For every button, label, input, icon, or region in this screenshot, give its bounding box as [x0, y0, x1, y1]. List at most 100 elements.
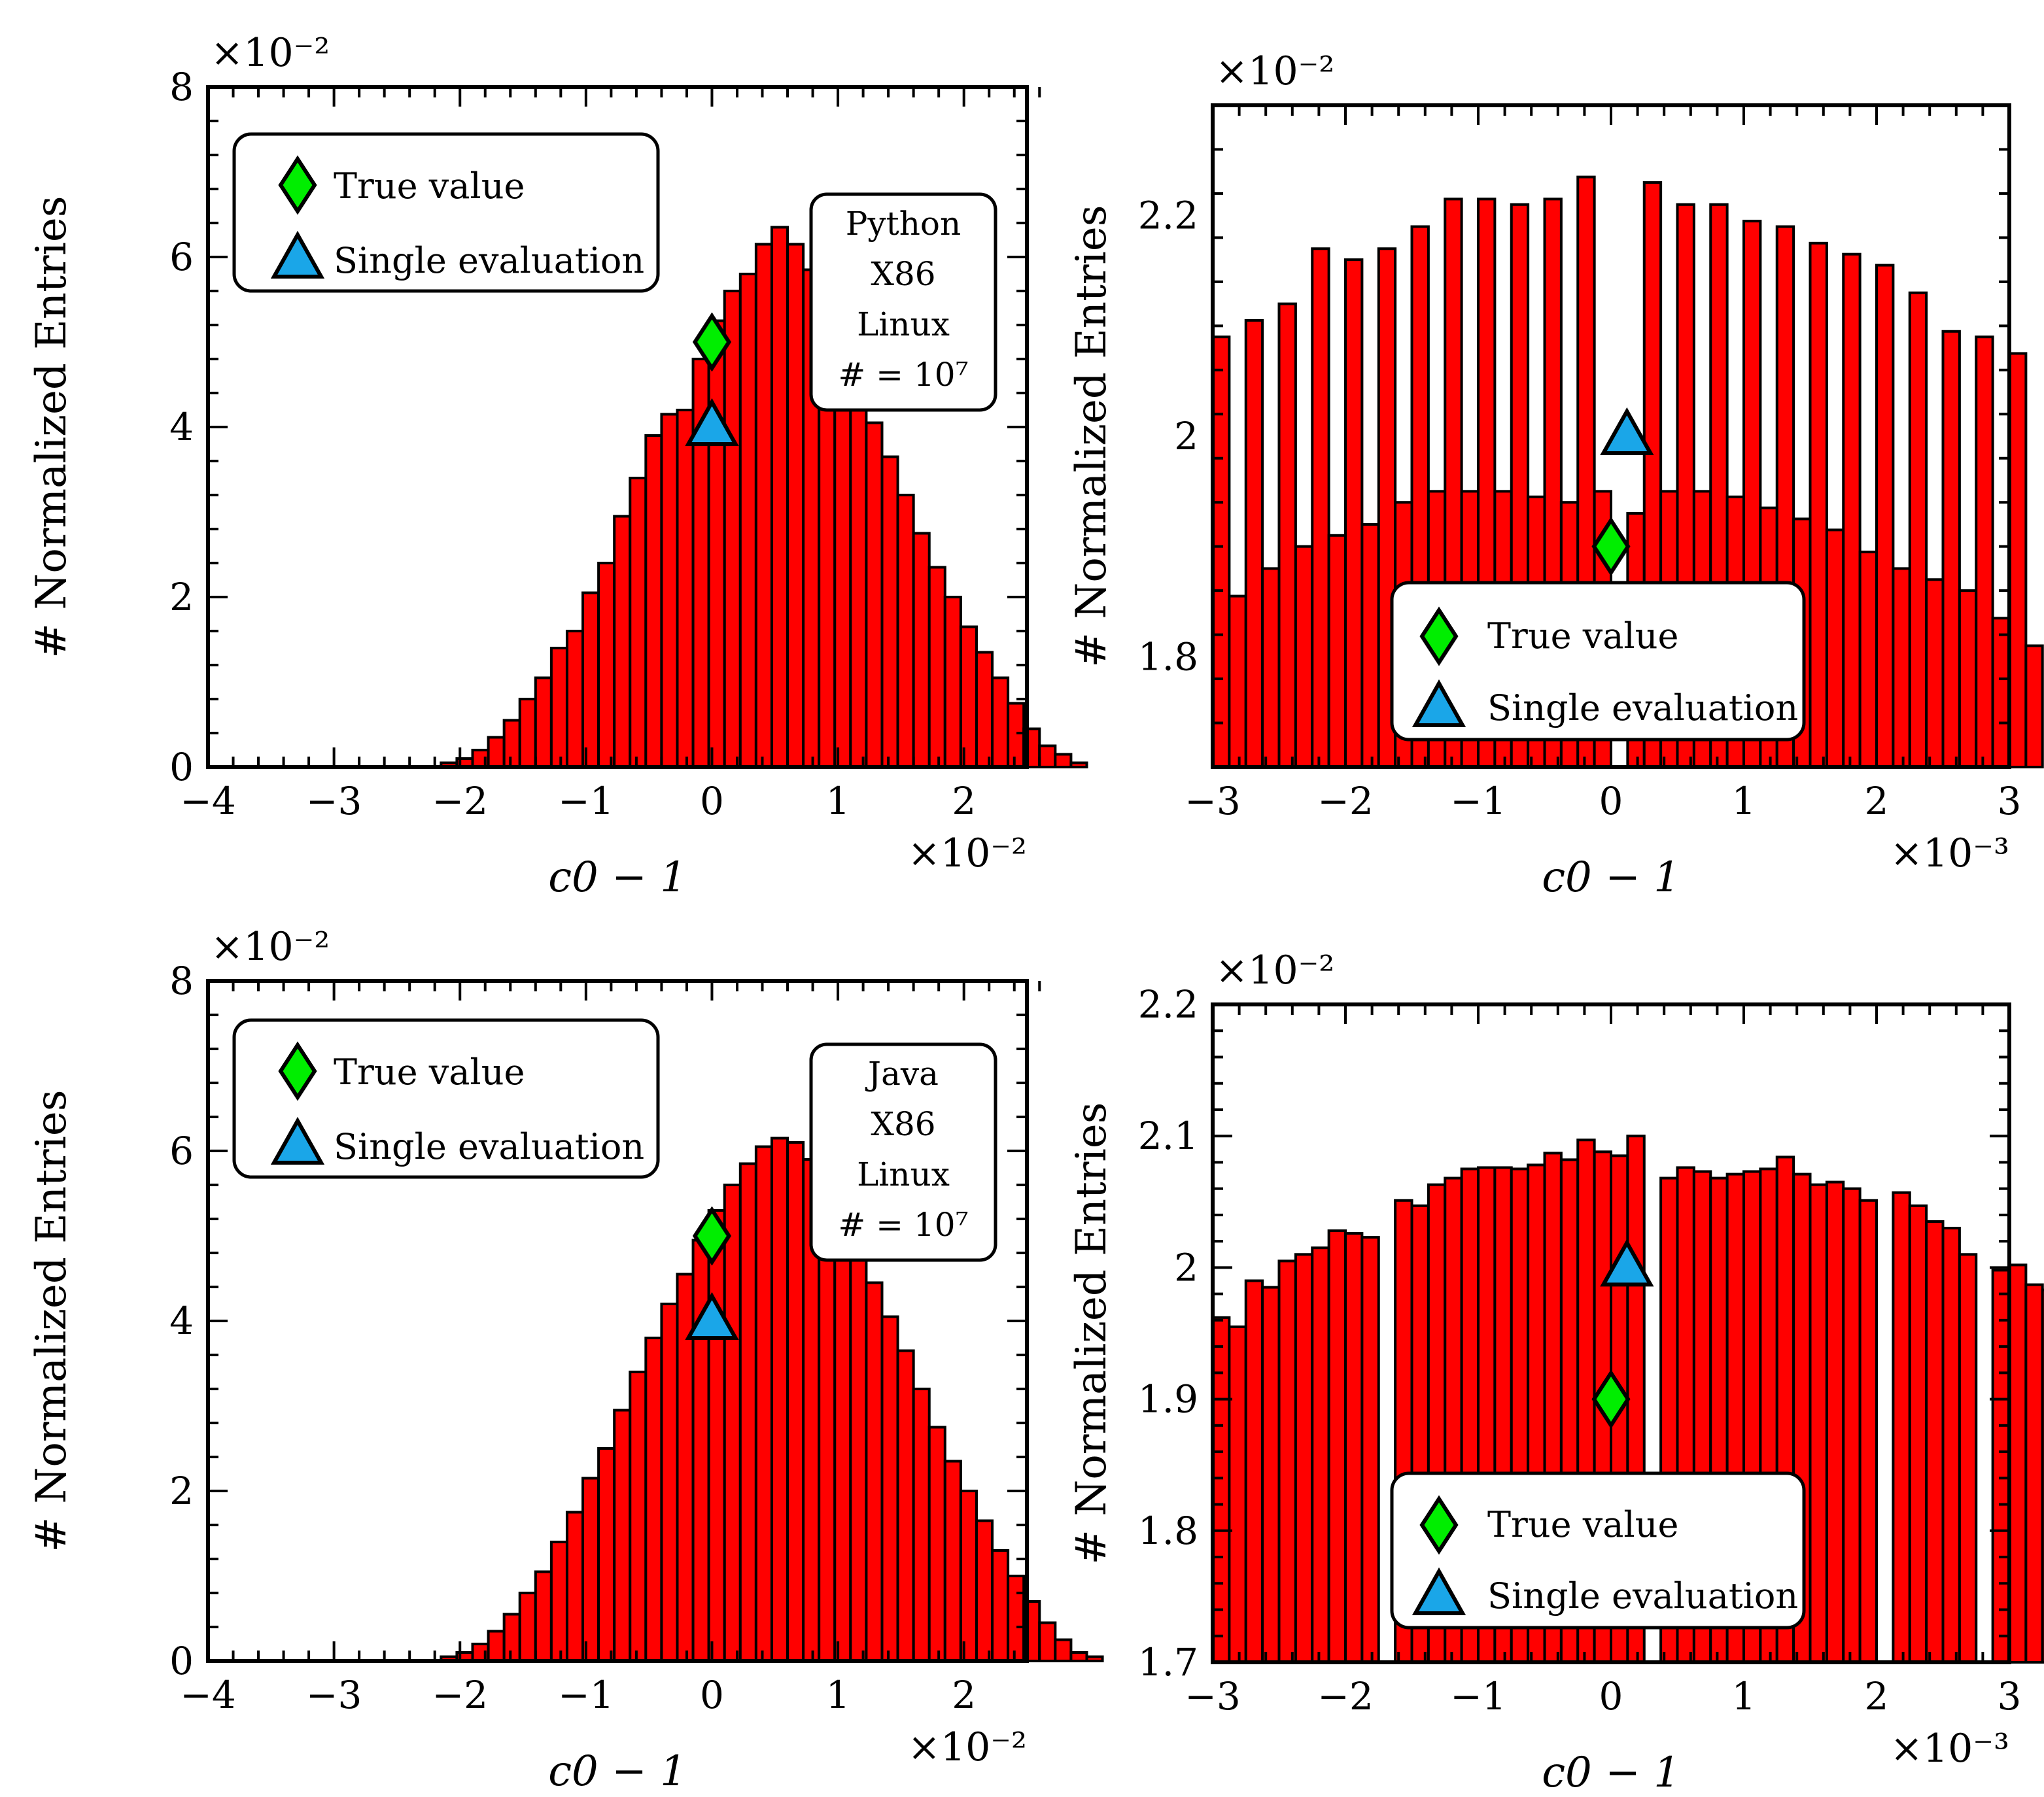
x-tick-label: 1 — [826, 1673, 850, 1717]
histogram-bar — [487, 736, 506, 768]
histogram-bar — [943, 1460, 962, 1662]
histogram-bar — [565, 1511, 585, 1662]
y-multiplier: ×10⁻² — [211, 30, 330, 76]
histogram-bar — [865, 1281, 884, 1662]
y-axis-label: # Normalized Entries — [27, 1089, 76, 1552]
legend-entry: True value — [334, 1052, 525, 1093]
histogram-bar — [1344, 258, 1364, 768]
y-tick-label: 1.7 — [1138, 1640, 1198, 1685]
histogram-bar — [2008, 1263, 2028, 1664]
x-tick-label: −2 — [432, 1673, 488, 1717]
legend-entry: True value — [1487, 615, 1678, 657]
histogram-bar — [1892, 567, 1911, 769]
histogram-bar — [1842, 1187, 1862, 1664]
histogram-bar — [1054, 1638, 1073, 1662]
x-axis-label: c0 − 1 — [548, 1747, 687, 1796]
histogram-bar — [1007, 702, 1026, 768]
legend-single-evaluation-icon — [270, 230, 325, 279]
histogram-bar — [723, 290, 742, 768]
legend-true-value-icon — [278, 1041, 317, 1101]
histogram-bar — [1277, 302, 1297, 769]
info-line: Java — [865, 1055, 939, 1093]
y-tick-label: 8 — [169, 959, 194, 1003]
info-line: X86 — [871, 1105, 935, 1143]
legend-box — [1390, 581, 1806, 742]
x-tick-label: 1 — [826, 779, 850, 823]
x-tick-label: −4 — [180, 779, 236, 823]
histogram-bar — [534, 1570, 553, 1662]
histogram-bar — [865, 421, 884, 768]
histogram-bar — [2041, 1288, 2044, 1664]
true-value-marker — [1591, 1369, 1631, 1429]
info-line: Python — [846, 205, 961, 243]
histogram-bar — [613, 1409, 632, 1662]
histogram-bar — [1925, 578, 1945, 769]
bars — [440, 226, 1088, 768]
y-tick-label: 1.8 — [1138, 1509, 1198, 1553]
histogram-bar — [1344, 1232, 1364, 1664]
x-tick-label: 2 — [1865, 1674, 1889, 1719]
legend-true-value-icon — [278, 155, 317, 215]
y-tick-label: 1.9 — [1138, 1377, 1198, 1422]
x-tick-label: 3 — [1998, 779, 2022, 823]
histogram-bar — [707, 319, 726, 768]
histogram-bar — [1244, 318, 1264, 768]
histogram-bar — [1007, 1575, 1026, 1662]
x-axis-label: c0 − 1 — [548, 853, 687, 902]
histogram-bar — [1360, 522, 1380, 768]
x-tick-label: −2 — [1317, 779, 1374, 823]
histogram-bar — [1908, 291, 1928, 769]
histogram-bar — [487, 1630, 506, 1662]
histogram-bar — [1892, 1191, 1911, 1664]
histogram-bar — [1360, 1236, 1380, 1664]
panel-python-zoom: −3 −2 −1 0 1 2 3 1.8 2 2.2 ×10⁻² ×10⁻³ c0 − 1 # Norma… — [1067, 48, 2044, 902]
histogram-bar — [959, 625, 978, 768]
x-tick-label: 3 — [1998, 1674, 2022, 1719]
histogram-bar — [660, 1303, 679, 1662]
true-value-marker — [1591, 517, 1631, 577]
histogram-bar — [518, 1592, 537, 1662]
legend-box — [1390, 1471, 1806, 1630]
y-tick-label: 6 — [169, 235, 194, 279]
x-axis-label: c0 − 1 — [1542, 1749, 1680, 1797]
histogram-bar — [1069, 761, 1088, 768]
histogram-bar — [676, 409, 695, 768]
y-axis-label: # Normalized Entries — [1067, 1102, 1116, 1564]
histogram-bar — [1294, 1253, 1314, 1664]
histogram-bar — [833, 353, 852, 768]
histogram-bar — [786, 243, 805, 768]
histogram-bar — [1809, 1183, 1828, 1664]
legend-entry: True value — [334, 165, 525, 207]
info-line: # = 10⁷ — [838, 1206, 968, 1244]
legend-entry: Single evaluation — [334, 240, 644, 281]
y-tick-label: 8 — [169, 65, 194, 109]
x-tick-label: 0 — [1599, 779, 1623, 823]
legend-entry: True value — [1487, 1504, 1678, 1545]
histogram-bar — [1991, 617, 2011, 768]
histogram-bar — [912, 532, 931, 768]
histogram-bar — [1261, 567, 1281, 769]
histogram-bar — [1858, 551, 1879, 768]
histogram-bar — [597, 1447, 616, 1662]
histogram-bar — [1311, 1246, 1330, 1664]
y-tick-label: 1.8 — [1138, 634, 1198, 679]
y-tick-label: 2 — [169, 1469, 194, 1513]
histogram-bar — [1825, 528, 1845, 768]
histogram-bar — [1327, 1229, 1347, 1664]
histogram-bar — [880, 1315, 899, 1662]
histogram-bar — [581, 591, 600, 768]
x-tick-label: 2 — [952, 779, 976, 823]
y-tick-label: 0 — [169, 1639, 194, 1683]
y-axis-label: # Normalized Entries — [1067, 205, 1116, 667]
histogram-bar — [927, 566, 946, 768]
x-tick-label: 2 — [952, 1673, 976, 1717]
y-tick-label: 2.1 — [1138, 1114, 1198, 1158]
x-tick-label: −2 — [1317, 1674, 1374, 1719]
histogram-bar — [991, 676, 1010, 768]
histogram-bar — [629, 1371, 648, 1662]
histogram-bar — [754, 243, 773, 768]
histogram-bar — [849, 387, 868, 768]
histogram-bar — [1809, 241, 1828, 768]
panel-java-histogram: −4 −3 −2 −1 0 1 2 0 2 4 6 8 ×10⁻² ×10⁻² c0 − 1 # Normal… — [27, 924, 1104, 1796]
